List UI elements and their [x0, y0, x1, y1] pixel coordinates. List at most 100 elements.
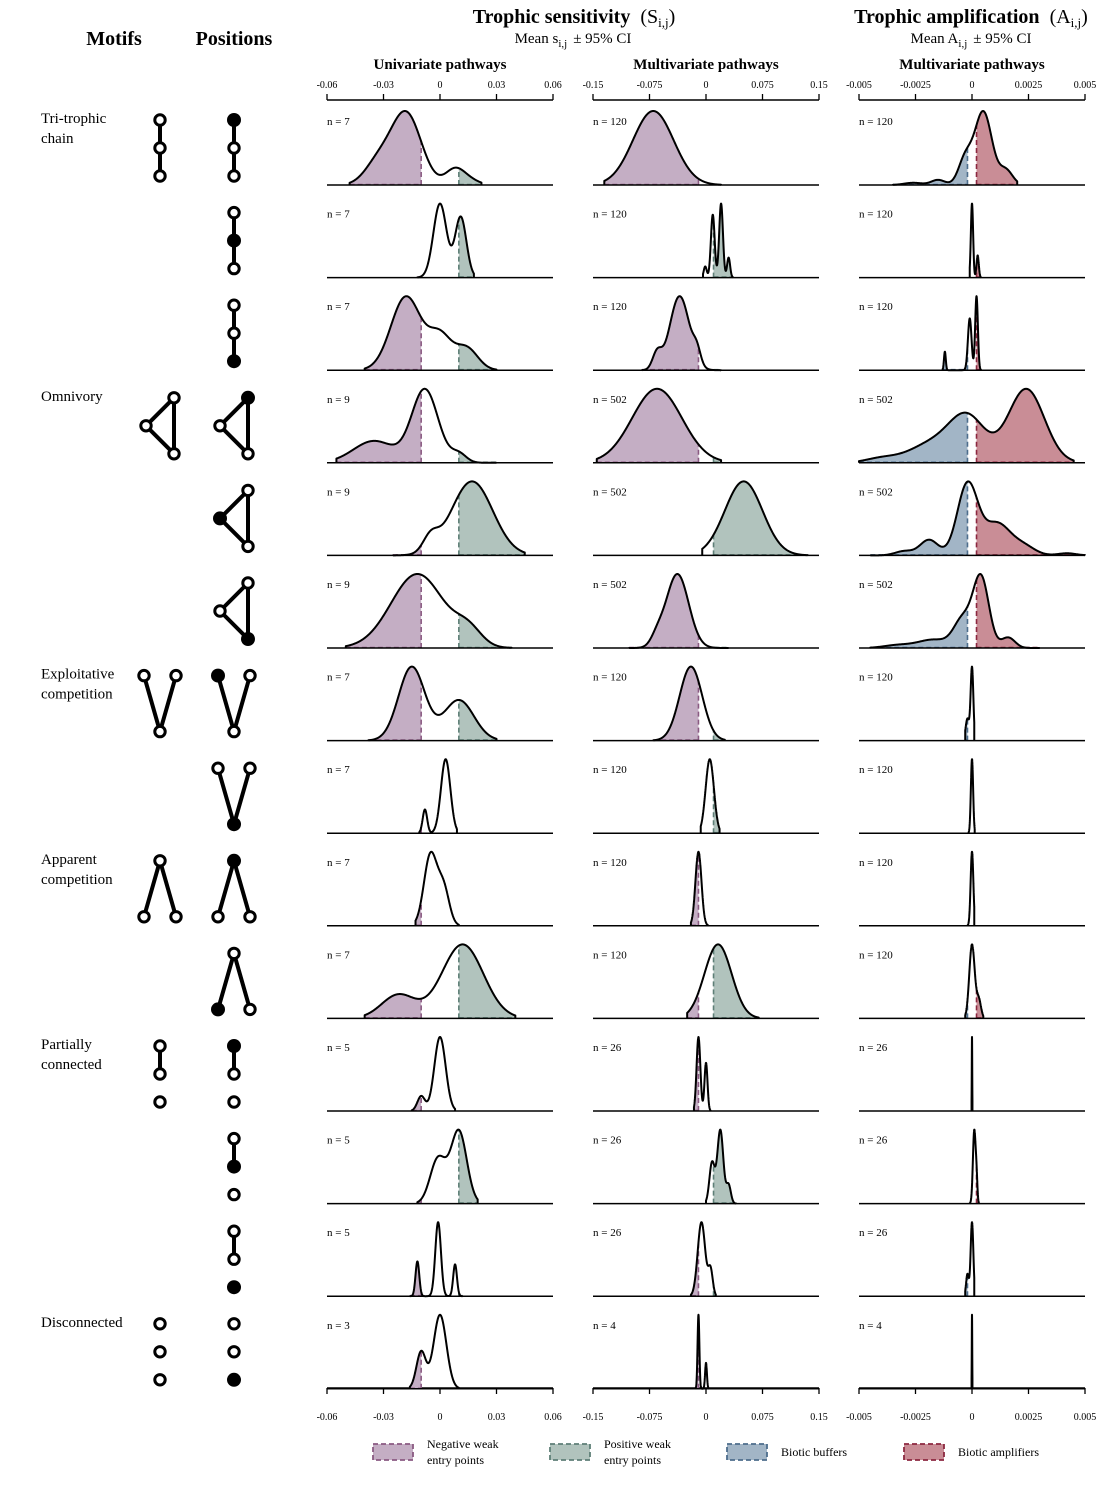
density-group-r7-p0: n = 7	[327, 758, 553, 834]
motif-icon-omnivory	[139, 391, 181, 461]
density-curve-r12-p2	[964, 1221, 976, 1297]
position-icon-r13-node-0	[227, 1317, 241, 1331]
position-icon-r8-node-2	[243, 910, 257, 924]
legend-label-neg: Negative weak entry points	[427, 1437, 499, 1467]
density-curve-r6-p0	[367, 665, 498, 742]
density-group-r9-p0: n = 7	[327, 943, 553, 1020]
tail-fill-high-r6-p1	[713, 730, 725, 741]
axis-bottom-tick-label-0-1: -0.03	[373, 1412, 394, 1423]
sensitivity-subtitle: Mean si,j ± 95% CI	[515, 31, 632, 50]
motif-icon-exploitative-edge-1	[158, 675, 178, 733]
motif-icon-exploitative	[137, 668, 183, 739]
density-curve-r0-p1	[603, 110, 723, 186]
n-label-r5-p0: n = 9	[327, 579, 350, 591]
amplification-title: Trophic amplification (Ai,j)	[854, 6, 1088, 30]
position-icons-layer	[211, 113, 257, 1387]
n-label-r3-p1: n = 502	[593, 394, 627, 406]
axis-top-tick-label-2-3: 0.0025	[1015, 80, 1043, 91]
motif-icon-partial	[153, 1039, 167, 1109]
axis-top-tick-label-1-3: 0.075	[751, 80, 774, 91]
density-group-r2-p0: n = 7	[327, 295, 553, 371]
tail-fill-high-r6-p0	[458, 699, 497, 741]
legend-label-pos: Positive weak entry points	[604, 1437, 671, 1467]
density-group-r5-p1: n = 502	[593, 573, 819, 649]
density-curve-r13-p0	[408, 1313, 460, 1389]
axis-bottom-tick-label-1-3: 0.075	[751, 1412, 774, 1423]
tail-fill-low-r5-p2	[870, 606, 968, 648]
axis-top-tick-label-2-2: 0	[970, 80, 975, 91]
tail-fill-high-r11-p0	[458, 1129, 478, 1204]
density-group-r12-p1: n = 26	[593, 1221, 819, 1297]
sensitivity-title-text: Trophic sensitivity	[473, 6, 631, 28]
tail-fill-high-r0-p2	[976, 110, 1018, 185]
axis-bottom-tick-label-2-2: 0	[970, 1412, 975, 1423]
n-label-r11-p0: n = 5	[327, 1135, 350, 1147]
density-group-r7-p2: n = 120	[859, 758, 1085, 834]
motif-label-apparent-line1: Apparent	[41, 852, 98, 868]
n-label-r13-p1: n = 4	[593, 1320, 616, 1332]
density-curve-r5-p2	[869, 573, 1041, 649]
legend-swatch-amp	[903, 1443, 945, 1461]
sensitivity-symbol-close: )	[669, 6, 676, 28]
motif-icon-apparent-edge-1	[158, 860, 178, 918]
position-icon-r2-node-0	[227, 298, 241, 312]
density-curve-r1-p0	[416, 202, 475, 279]
motif-label-exploitative: Exploitative competition	[41, 667, 115, 703]
density-curve-r9-p0	[363, 943, 517, 1019]
tail-fill-low-r2-p0	[364, 296, 422, 371]
position-icon-r9-node-2	[243, 1002, 257, 1017]
legend-label-amp-line1: Biotic amplifiers	[958, 1445, 1039, 1459]
density-curve-r2-p0	[363, 295, 498, 371]
motif-icon-exploitative-node-1	[169, 668, 183, 683]
density-group-r13-p1: n = 4	[593, 1313, 819, 1390]
sensitivity-symbol: (S	[640, 6, 658, 28]
legend-label-buf: Biotic buffers	[781, 1445, 847, 1459]
density-curve-r13-p1	[694, 1313, 711, 1390]
density-curve-r3-p2	[858, 387, 1075, 463]
tail-fill-low-r2-p2	[942, 346, 968, 371]
density-curve-r5-p0	[344, 573, 513, 649]
density-group-r3-p1: n = 502	[593, 387, 819, 464]
density-group-r1-p0: n = 7	[327, 202, 553, 279]
axis-top-tick-label-0-3: 0.03	[488, 80, 506, 91]
axis-top-tick-label-2-4: 0.005	[1074, 80, 1097, 91]
motif-label-chain-line2: chain	[41, 131, 74, 147]
position-icon-r13-node-2-focal	[227, 1372, 241, 1387]
amplification-subtitle: Mean Ai,j ± 95% CI	[910, 31, 1031, 50]
n-label-r5-p1: n = 502	[593, 579, 627, 591]
position-icon-r7-node-2-focal	[227, 817, 241, 832]
motif-icon-disconnected-node-1	[153, 1345, 167, 1359]
axis-bottom-tick-label-2-3: 0.0025	[1015, 1412, 1043, 1423]
density-group-r13-p2: n = 4	[859, 1313, 1085, 1390]
tail-fill-low-r4-p2	[870, 481, 968, 556]
position-icon-r10-node-0-focal	[227, 1039, 241, 1053]
density-curve-r11-p1	[705, 1128, 738, 1205]
tail-fill-high-r7-p1	[713, 784, 720, 834]
tail-fill-high-r2-p2	[976, 296, 982, 371]
density-curve-r12-p1	[689, 1221, 717, 1297]
legend-label-neg-line1: Negative weak	[427, 1437, 499, 1451]
n-label-r9-p0: n = 7	[327, 949, 350, 961]
density-curve-r8-p2	[966, 850, 976, 927]
position-icon-r1-node-0	[227, 205, 241, 220]
amplification-mean-sub: i,j	[958, 38, 967, 50]
motif-icon-chain-node-2	[153, 169, 167, 183]
n-label-r3-p2: n = 502	[859, 394, 893, 406]
axis-bottom-tick-label-2-0: -0.005	[846, 1412, 872, 1423]
position-icon-r13-node-1	[227, 1345, 241, 1359]
sensitivity-mean: Mean s	[515, 31, 559, 47]
n-label-r10-p1: n = 26	[593, 1042, 622, 1054]
density-group-r1-p1: n = 120	[593, 202, 819, 279]
amplification-symbol: (A	[1050, 6, 1072, 28]
panel-title-univariate: Univariate pathways	[374, 57, 507, 73]
position-icon-r12-node-0	[227, 1224, 241, 1238]
tail-fill-high-r11-p1	[713, 1129, 737, 1204]
position-icon-r7-node-0	[211, 761, 225, 775]
density-group-r9-p2: n = 120	[859, 943, 1085, 1020]
density-group-r8-p1: n = 120	[593, 850, 819, 927]
density-group-r0-p0: n = 7	[327, 110, 553, 186]
legend-label-pos-line2: entry points	[604, 1453, 661, 1467]
n-label-r9-p1: n = 120	[593, 949, 627, 961]
tail-fill-low-r6-p0	[368, 666, 422, 741]
